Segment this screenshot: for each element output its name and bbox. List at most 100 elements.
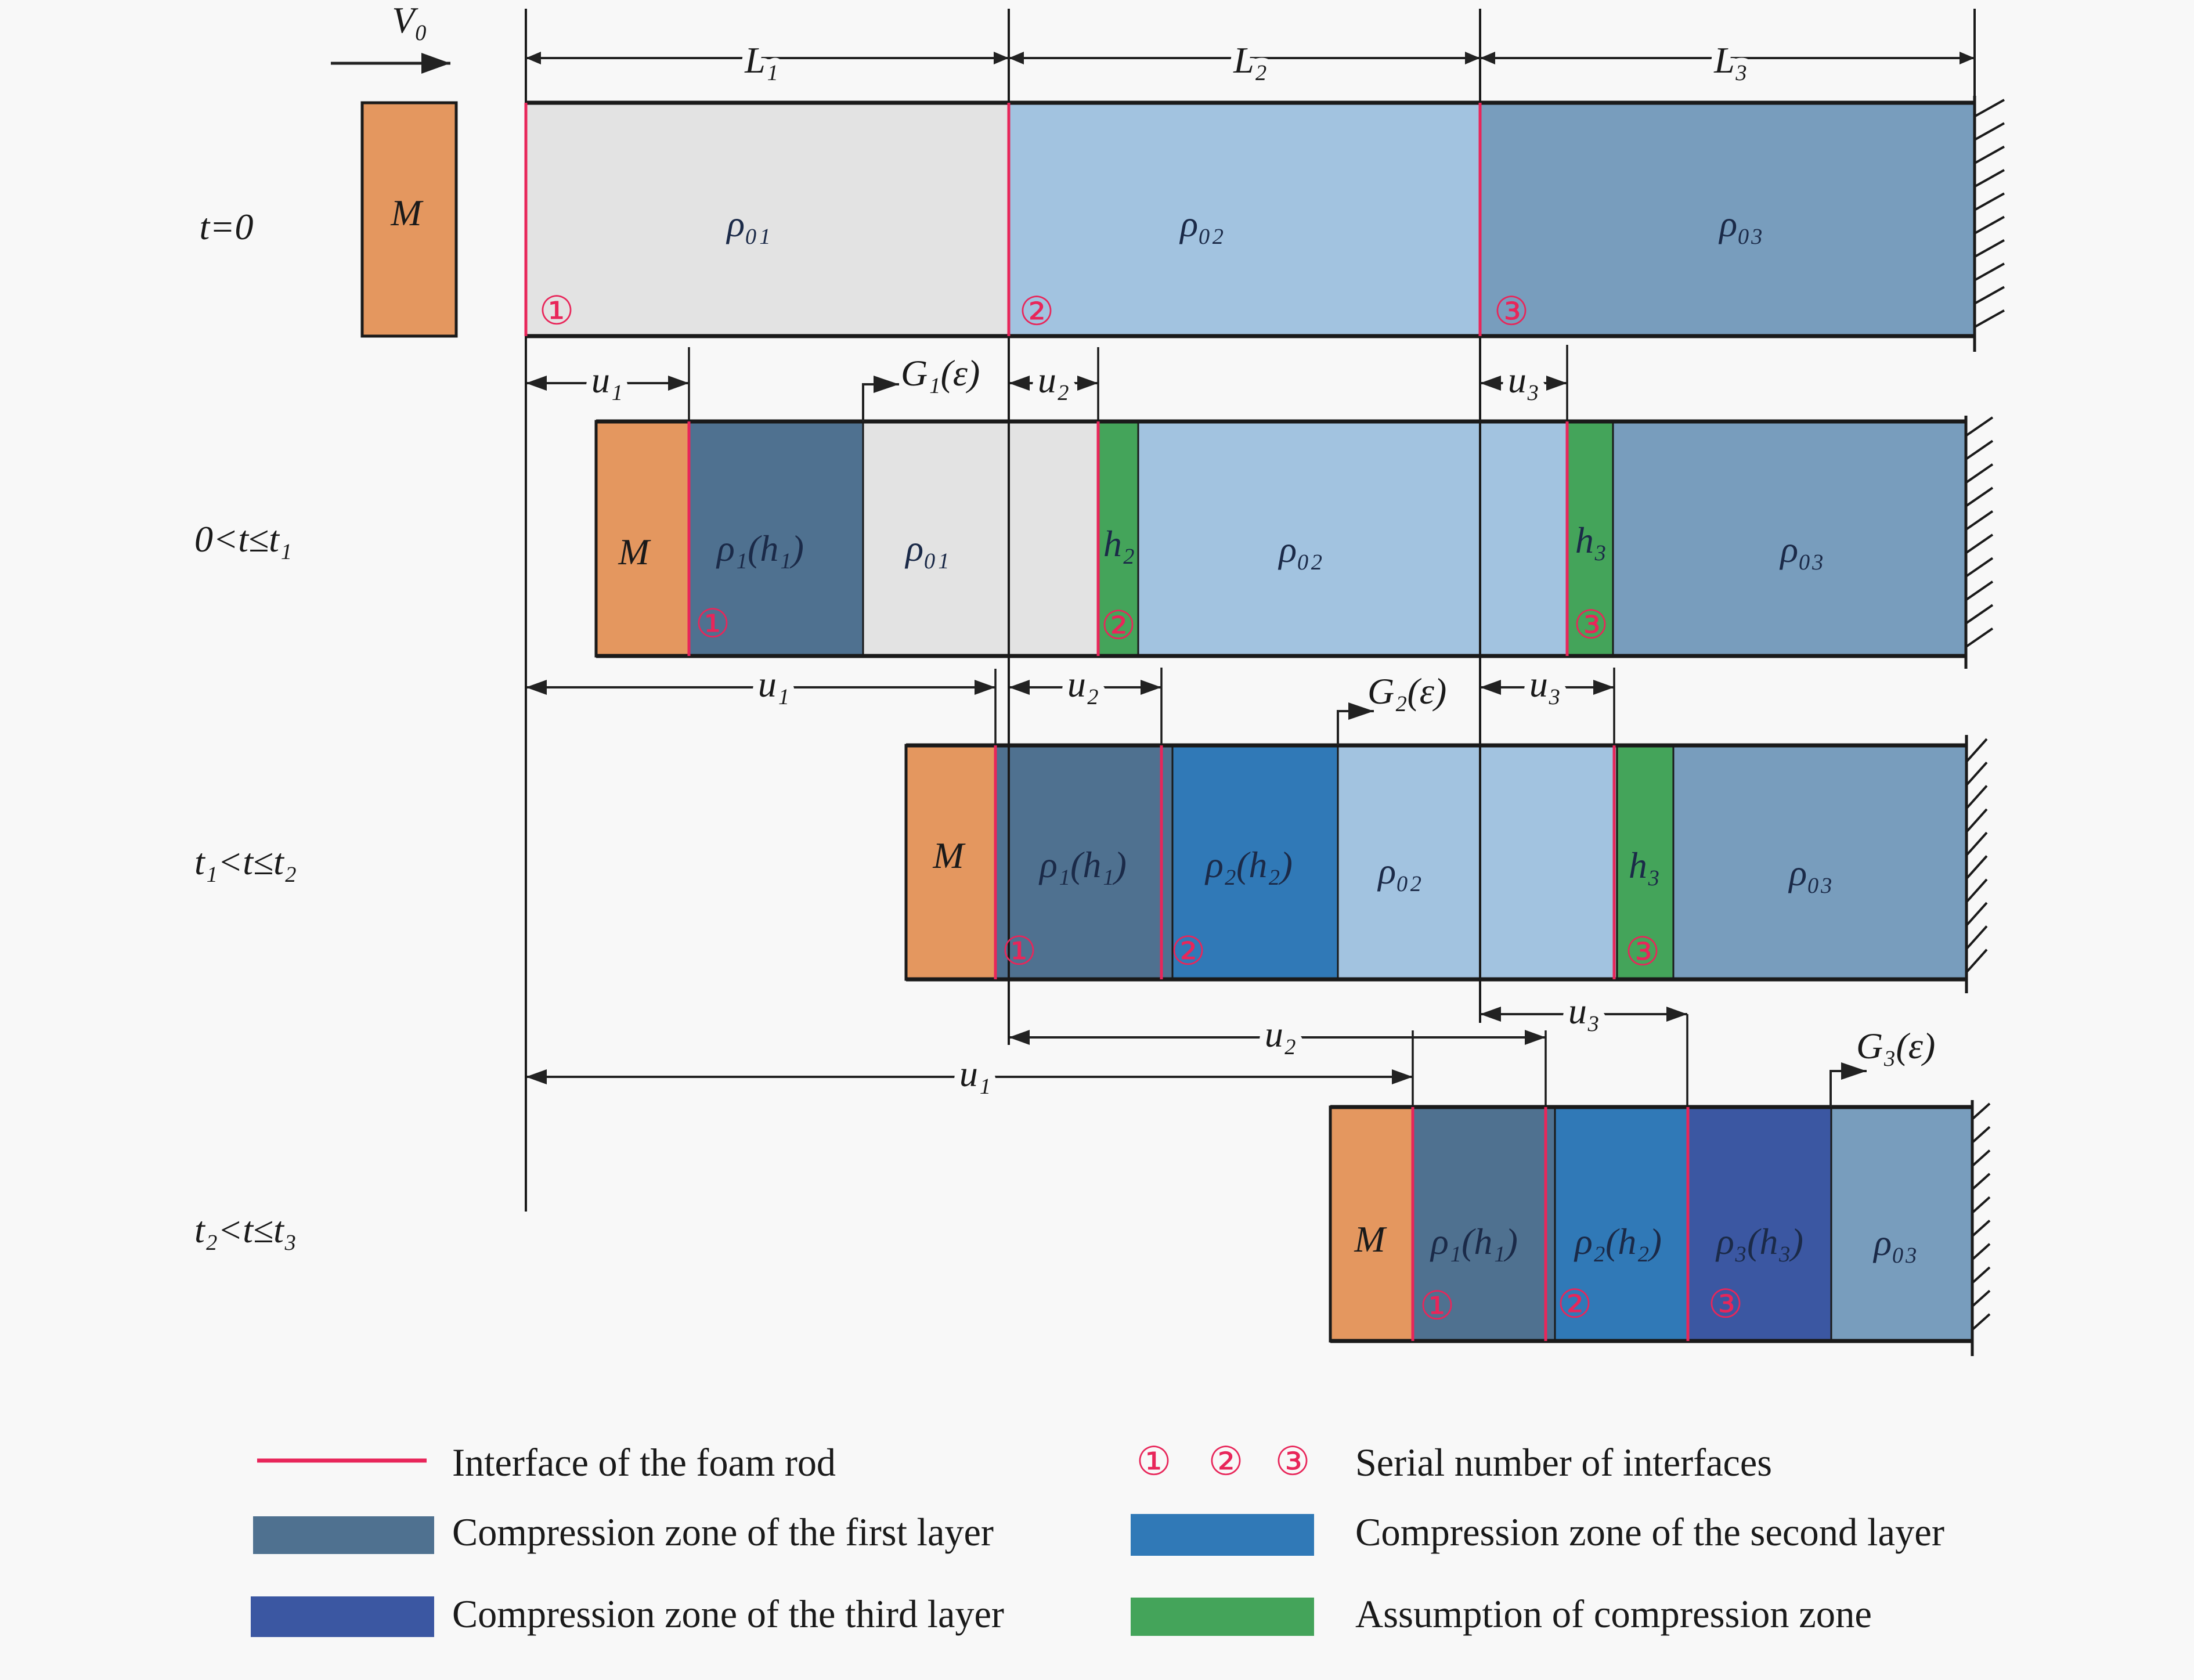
legend-label: Compression zone of the first layer [452,1510,994,1554]
compression-layer-2-segment [1555,1107,1688,1341]
hatch-line [1972,1149,1991,1167]
foam-layer-3-segment [1831,1107,1972,1341]
hatch-line [1966,831,1988,856]
stage-1: 0<t≤t₁ M ρ₁(h₁) ρ₀₁ h₂ ρ₀₂ h₃ ρ₀₃ u₁ u₂ … [194,345,1966,658]
hatch-line [1975,262,2005,281]
hatch-line [1975,239,2005,258]
foam-layer-2-segment [1338,745,1616,979]
hatch-line [1966,878,1988,903]
legend-swatch-compression-layer-2 [1131,1514,1314,1556]
interface-number: ③ [1625,929,1661,975]
hatch-line [1966,949,1988,973]
hatch-line [1965,463,1994,484]
hatch-line [1965,533,1994,554]
interface-number: ③ [1494,289,1529,335]
hatch-line [1965,557,1994,578]
stage-time-label: 0<t≤t₁ [194,518,292,560]
interfaces: ① ② ③ ① ② ③ ① ② ③ ① ② ③ [524,103,1744,1341]
hatch-line [1975,192,2005,211]
wave-front-arrow [862,376,899,421]
segment-label: ρ₃(h₃) [1715,1221,1803,1262]
mass-label: M [1354,1218,1387,1260]
mass-label: M [390,192,424,233]
hatch-line [1965,604,1994,624]
segment-label: h₂ [1103,523,1135,564]
displacement-label-u1: u₁ [758,664,789,705]
hatch-line [1972,1173,1991,1190]
legend-label: Compression zone of the third layer [452,1592,1004,1636]
mass-label: M [618,531,651,572]
interface-number: ③ [1708,1282,1744,1328]
legend-label: Assumption of compression zone [1355,1592,1872,1636]
hatch-line [1965,416,1994,437]
segment-label: ρ₀₃ [1788,852,1832,893]
compression-layer-1-segment [689,421,863,656]
compression-layer-3-segment [1688,1107,1831,1341]
hatch-line [1972,1196,1991,1213]
interface-number: ③ [1574,603,1609,648]
interface-number: ① [695,601,731,647]
wall-hatch [1965,416,1994,648]
length-label-3: L₃ [1713,39,1748,81]
segment-label: ρ₁(h₁) [1038,844,1127,885]
legend-item-second-layer: Compression zone of the second layer [1131,1510,1944,1556]
hatch-line [1975,122,2005,141]
velocity-label: V₀ [392,0,427,41]
length-label-2: L₂ [1233,39,1267,81]
hatch-line [1975,169,2005,188]
hatch-line [1975,215,2005,235]
interface-number: ② [1171,929,1206,975]
hatch-line [1965,627,1994,648]
legend-item-interface: Interface of the foam rod [257,1440,836,1484]
hatch-line [1966,925,1988,949]
hatch-line [1975,145,2005,164]
interface-number: ② [1557,1282,1593,1328]
length-dimensions: L₁ L₂ L₃ [526,32,1975,88]
interface-number: ① [539,289,575,334]
wave-front-label: G₁(ε) [901,352,980,394]
segment-label: ρ₂(h₂) [1204,844,1293,885]
segment-label: ρ₀₃ [1872,1222,1917,1263]
assumed-compression-segment [1616,745,1673,979]
hatch-line [1965,581,1994,601]
hatch-line [1975,309,2005,328]
wall-hatch [1972,1102,1991,1331]
impact-mass [904,744,997,981]
hatch-line [1972,1289,1991,1307]
segment-label: ρ₀₂ [1377,850,1421,892]
foam-layer-1-segment [863,421,1098,656]
interface-number: ① [1002,929,1037,975]
legend-item-assumed-compression: Assumption of compression zone [1131,1592,1872,1636]
foam-layer-3-segment [1673,745,1966,979]
hatch-line [1966,738,1988,762]
impact-mass [360,101,458,338]
compression-layer-2-segment [1172,745,1338,979]
legend-item-serial-numbers: ① ② ③ Serial number of interfaces [1136,1439,1772,1485]
segment-label: ρ₀₃ [1779,529,1824,570]
wall-hatch [1966,738,1988,973]
hatch-line [1972,1220,1991,1236]
hatch-line [1972,1313,1991,1331]
velocity-indicator: V₀ [331,0,450,74]
hatch-line [1972,1126,1991,1143]
wall-hatch [1975,99,2005,328]
segment-label: ρ₀₃ [1718,203,1763,244]
segment-label: ρ₀₂ [1179,203,1224,244]
segment-label: ρ₂(h₂) [1574,1221,1662,1262]
interface-number: ① [1420,1284,1455,1329]
segment-label: ρ₀₂ [1278,529,1322,570]
legend-serial-marker: ② [1208,1439,1244,1485]
legend-swatch-assumed-compression [1131,1598,1314,1636]
hatch-line [1966,785,1988,809]
legend-swatch-compression-layer-3 [251,1596,434,1637]
displacement-label-u2: u₂ [1038,359,1069,401]
segment-label: h₃ [1575,520,1607,561]
displacement-label-u1: u₁ [591,359,623,401]
hatch-line [1966,761,1988,785]
wave-front-arrow [1829,1062,1867,1107]
compression-layer-1-segment [1413,1107,1555,1341]
impact-mass [594,420,691,658]
stage-time-label: t₁<t≤t₂ [194,841,297,882]
wave-front-arrow [1337,702,1374,745]
segment-label: ρ₀₁ [726,203,770,244]
